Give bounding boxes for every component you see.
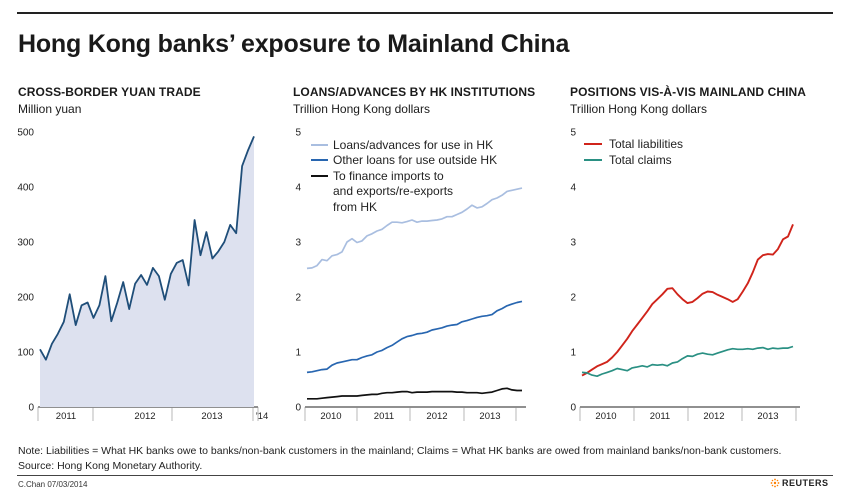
bottom-rule	[17, 475, 833, 476]
p3-ytick-3: 3	[570, 238, 576, 249]
p2-ytick-3: 3	[295, 238, 301, 249]
p3-series-0-line	[581, 224, 794, 377]
page-title: Hong Kong banks’ exposure to Mainland Ch…	[18, 30, 570, 58]
p1-ytick-100: 100	[17, 348, 34, 359]
p2-ytick-1: 1	[295, 348, 301, 359]
p1-xtick-1: 2012	[134, 411, 155, 422]
p1-ytick-0: 0	[28, 403, 34, 414]
panel3-title: POSITIONS VIS-À-VIS MAINLAND CHINA	[570, 85, 807, 99]
p2-series-1-line	[306, 300, 523, 374]
p3-xtick-3: 2013	[757, 411, 778, 422]
p1-xtick-2: 2013	[201, 411, 222, 422]
p1-xtick-3: ’14	[256, 411, 269, 422]
p1-ytick-300: 300	[17, 238, 34, 249]
p2-legend-label-4: from HK	[333, 200, 377, 214]
reuters-logo-text: REUTERS	[782, 478, 829, 488]
p1-ytick-400: 400	[17, 183, 34, 194]
p1-area-fill	[40, 136, 254, 407]
p2-xtick-0: 2010	[320, 411, 341, 422]
panel3-subtitle: Trillion Hong Kong dollars	[570, 102, 707, 116]
p2-ytick-0: 0	[295, 403, 301, 414]
panel2-title: LOANS/ADVANCES BY HK INSTITUTIONS	[293, 85, 536, 99]
p2-legend-label-1: Other loans for use outside HK	[333, 153, 497, 167]
p2-legend-label-0: Loans/advances for use in HK	[333, 138, 493, 152]
p3-legend-label-0: Total liabilities	[609, 137, 683, 151]
p3-legend-label-1: Total claims	[609, 153, 672, 167]
p3-xtick-2: 2012	[703, 411, 724, 422]
p3-xtick-1: 2011	[650, 411, 670, 422]
source-note: Source: Hong Kong Monetary Authority.	[18, 460, 203, 472]
p2-ytick-2: 2	[295, 293, 301, 304]
p2-series-0-line	[306, 187, 523, 270]
p2-xtick-2: 2012	[426, 411, 447, 422]
panel2-subtitle: Trillion Hong Kong dollars	[293, 102, 430, 116]
reuters-logo-icon	[770, 478, 780, 488]
p3-ytick-1: 1	[570, 348, 576, 359]
p2-ytick-4: 4	[295, 183, 301, 194]
top-rule	[17, 12, 833, 14]
p1-ytick-200: 200	[17, 293, 34, 304]
panel1-subtitle: Million yuan	[18, 102, 82, 116]
p2-series-2-line	[307, 387, 522, 400]
p2-xtick-3: 2013	[479, 411, 500, 422]
p1-series-line	[39, 136, 255, 361]
p2-ytick-5: 5	[295, 128, 301, 139]
p2-legend-label-2: To finance imports to	[333, 169, 444, 183]
p1-ytick-500: 500	[17, 128, 34, 139]
footnote: Note: Liabilities = What HK banks owe to…	[18, 445, 782, 457]
p2-legend-label-3: and exports/re-exports	[333, 184, 453, 198]
p3-ytick-2: 2	[570, 293, 576, 304]
p3-series-1-line	[581, 345, 794, 378]
p3-ytick-5: 5	[570, 128, 576, 139]
p2-xtick-1: 2011	[374, 411, 394, 422]
p3-xtick-0: 2010	[595, 411, 616, 422]
credit-line: C.Chan 07/03/2014	[18, 480, 88, 489]
p3-ytick-0: 0	[570, 403, 576, 414]
panel1-title: CROSS-BORDER YUAN TRADE	[18, 85, 201, 99]
p3-ytick-4: 4	[570, 183, 576, 194]
p1-xtick-0: 2011	[56, 411, 76, 422]
